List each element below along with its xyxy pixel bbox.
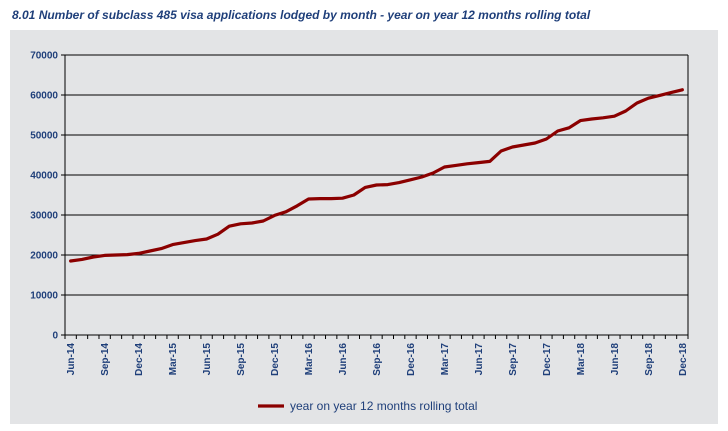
x-tick-label: Mar-16 [304,343,315,376]
x-tick-label: Jun-17 [474,343,485,376]
y-tick-label: 10000 [30,291,58,302]
y-tick-label: 60000 [30,91,58,102]
y-tick-label: 50000 [30,131,58,142]
x-tick-label: Dec-16 [406,343,417,376]
series-line [69,88,684,263]
plot-background [65,55,688,335]
y-tick-label: 0 [52,331,58,342]
chart-title: 8.01 Number of subclass 485 visa applica… [12,8,591,22]
x-tick-label: Jun-14 [66,343,77,376]
x-tick-label: Mar-17 [440,343,451,376]
chart-area: 0 10000 20000 30000 40000 50000 60000 70000 Jun… [10,30,718,424]
x-tick-label: Dec-18 [678,343,689,376]
x-tick-label: Dec-14 [134,343,145,376]
x-tick-label: Sep-14 [100,343,111,376]
x-tick-label: Jun-18 [610,343,621,376]
y-tick-label: 40000 [30,171,58,182]
y-tick-label: 30000 [30,211,58,222]
x-tick-label: Jun-15 [202,343,213,376]
x-tick-label: Mar-15 [168,343,179,376]
legend-label: year on year 12 months rolling total [290,399,477,413]
x-tick-label: Sep-15 [236,343,247,376]
x-tick-label: Jun-16 [338,343,349,376]
line-chart: 0 10000 20000 30000 40000 50000 60000 70000 Jun… [30,51,689,414]
x-tick-label: Sep-17 [508,343,519,376]
x-tick-label: Dec-15 [270,343,281,376]
y-tick-label: 20000 [30,251,58,262]
y-tick-label: 70000 [30,51,58,62]
x-tick-label: Sep-18 [644,343,655,376]
x-tick-label: Dec-17 [542,343,553,376]
x-tick-label: Sep-16 [372,343,383,376]
x-tick-label: Mar-18 [576,343,587,376]
